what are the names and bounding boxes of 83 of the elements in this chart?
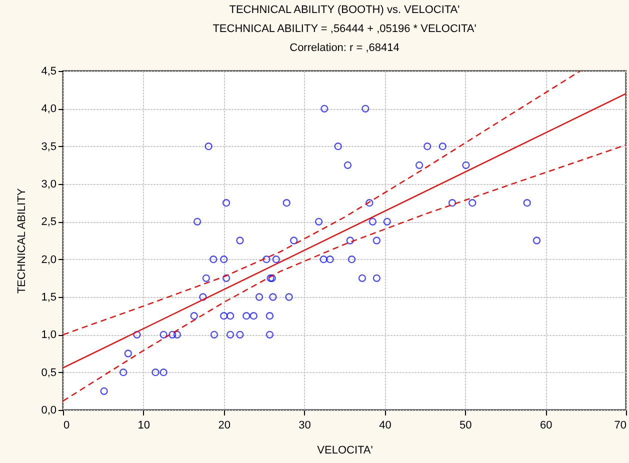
chart-title: TECHNICAL ABILITY (BOOTH) vs. VELOCITA' xyxy=(229,4,460,16)
point xyxy=(124,350,132,358)
point xyxy=(346,236,354,244)
point xyxy=(372,236,381,244)
point xyxy=(190,312,198,320)
point xyxy=(462,161,470,169)
x-tick-label: 10 xyxy=(138,420,150,432)
point xyxy=(210,256,218,264)
point xyxy=(250,312,258,320)
y-tick-label: 3,0 xyxy=(41,178,56,190)
point xyxy=(204,142,212,150)
x-tick-label: 70 xyxy=(614,420,626,432)
point xyxy=(266,312,274,320)
y-tick-label: 0,0 xyxy=(41,404,56,416)
x-tick-label: 0 xyxy=(64,420,70,432)
point xyxy=(424,142,432,150)
point xyxy=(202,274,210,282)
y-tick-label: 2,0 xyxy=(41,254,56,266)
point xyxy=(358,274,366,282)
point xyxy=(160,368,168,376)
point xyxy=(220,312,228,320)
point xyxy=(368,218,376,226)
point xyxy=(236,236,244,244)
y-tick-label: 4,5 xyxy=(41,66,56,78)
point xyxy=(334,142,342,150)
y-tick-label: 1,0 xyxy=(41,329,56,342)
point xyxy=(269,293,277,301)
point xyxy=(366,199,374,207)
y-tick-label: 1,5 xyxy=(41,292,56,304)
point xyxy=(326,256,334,264)
point xyxy=(119,368,128,376)
chart-subtitle: TECHNICAL ABILITY = ,56444 + ,05196 * VELOCITA' xyxy=(212,23,476,35)
x-tick-label: 60 xyxy=(540,420,552,432)
point xyxy=(266,330,274,338)
y-tick-label: 0,5 xyxy=(41,366,56,379)
point xyxy=(262,256,270,264)
point xyxy=(344,161,352,169)
point xyxy=(226,330,234,338)
line-series xyxy=(62,70,581,336)
text: Correlation: r = ,68414 xyxy=(290,42,400,54)
x-tick-label: 50 xyxy=(460,420,472,432)
y-tick-label: 2,5 xyxy=(41,216,56,228)
point xyxy=(160,330,168,338)
point xyxy=(100,387,108,395)
x-tick-label: 20 xyxy=(218,420,230,432)
point xyxy=(383,218,391,226)
y-tick-label: 3,5 xyxy=(41,140,56,153)
point xyxy=(210,330,218,338)
x-axis-title: VELOCITA' xyxy=(317,444,373,456)
point xyxy=(372,274,381,282)
y-tick-label: 4,0 xyxy=(41,103,56,116)
point xyxy=(193,218,202,226)
point xyxy=(415,161,424,169)
point xyxy=(282,199,290,207)
point xyxy=(523,199,531,207)
point xyxy=(320,256,328,264)
point xyxy=(532,236,541,244)
point xyxy=(220,256,228,264)
point xyxy=(348,256,356,264)
point xyxy=(285,293,293,301)
point xyxy=(314,218,323,226)
point xyxy=(290,236,298,244)
y-axis-title: TECHNICAL ABILITY xyxy=(16,188,28,294)
point xyxy=(199,293,207,301)
point xyxy=(222,199,230,207)
point xyxy=(468,199,476,207)
point xyxy=(272,256,280,264)
x-tick-label: 30 xyxy=(298,420,311,432)
point xyxy=(255,293,264,301)
point xyxy=(133,330,141,338)
point xyxy=(173,330,182,338)
x-tick-label: 40 xyxy=(379,420,392,432)
point xyxy=(168,330,176,338)
point xyxy=(242,312,250,320)
point xyxy=(236,330,244,338)
point xyxy=(362,104,370,112)
point xyxy=(448,199,456,207)
point xyxy=(438,142,446,150)
point xyxy=(226,312,234,320)
line-series xyxy=(62,144,627,402)
point xyxy=(222,274,230,282)
point xyxy=(152,368,160,376)
point xyxy=(320,104,328,112)
